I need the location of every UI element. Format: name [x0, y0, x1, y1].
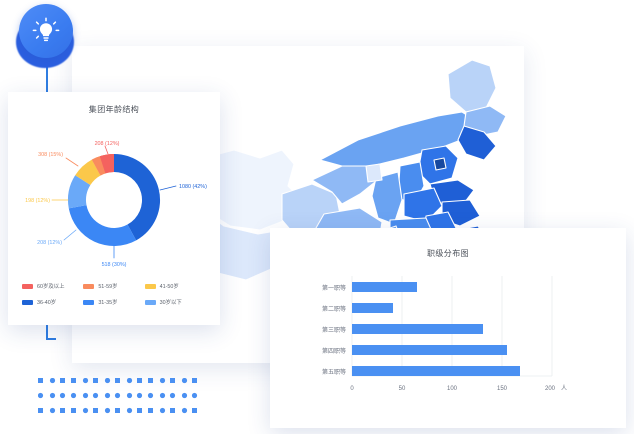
bar-category-label-4: 第四职等 — [322, 347, 346, 355]
leader-line-upper-left — [65, 157, 79, 167]
legend-label: 51-59岁 — [98, 284, 118, 290]
donut-label-bottom: 518 (30%) — [102, 262, 127, 268]
lightbulb-icon — [32, 17, 60, 42]
donut-label-right: 1080 (42%) — [179, 184, 207, 190]
bar-rank-4[interactable] — [352, 345, 507, 355]
legend-label: 30岁以下 — [159, 300, 182, 306]
legend-label: 60岁及以上 — [37, 284, 65, 290]
leader-line-top — [104, 145, 109, 155]
bar-rank-1[interactable] — [352, 282, 417, 292]
bar-category-label-1: 第一职等 — [322, 284, 346, 292]
rank-chart-title: 职级分布图 — [427, 249, 469, 258]
donut-slice-31-35 — [68, 205, 137, 247]
donut-slice-36-40 — [114, 153, 161, 241]
xtick-50: 50 — [399, 386, 406, 392]
age-legend: 60岁及以上 51-59岁 41-50岁 36-40岁 31-35岁 30岁以下 — [22, 282, 206, 314]
legend-swatch-icon — [22, 299, 33, 305]
donut-label-upper-left: 308 (15%) — [38, 152, 63, 158]
legend-swatch-icon — [144, 299, 156, 305]
bar-rank-3[interactable] — [352, 324, 483, 334]
rank-distribution-card: 职级分布图 第一职等 第二 — [270, 228, 626, 428]
donut-svg: 208 (12%) 308 (15%) 198 (12%) 208 (12%) … — [25, 141, 207, 268]
legend-swatch-icon — [144, 283, 156, 289]
lightbulb-badge — [10, 2, 80, 70]
badge-circle — [19, 4, 73, 58]
legend-swatch-icon — [83, 299, 95, 305]
bar-category-label-5: 第五职等 — [322, 368, 346, 376]
leader-line-lower-left — [63, 229, 77, 241]
dot-grid-svg — [37, 377, 198, 414]
x-axis-unit-label: 人 — [561, 385, 567, 392]
donut-slice-60-plus-b — [99, 154, 114, 174]
bar-chart-svg: 第一职等 第二职等 第三职等 第四职等 第五职等 0 50 100 150 20… — [322, 276, 567, 392]
donut-label-top: 208 (12%) — [95, 141, 120, 147]
donut-slice-41-50 — [75, 159, 101, 185]
legend-label: 41-50岁 — [159, 284, 179, 290]
xtick-100: 100 — [447, 386, 458, 392]
xtick-200: 200 — [545, 386, 556, 392]
age-chart-title: 集团年龄结构 — [88, 105, 140, 114]
donut-slice-under-30 — [68, 175, 91, 209]
bar-category-label-2: 第二职等 — [322, 305, 346, 313]
legend-item-36-40[interactable]: 36-40岁 — [22, 298, 83, 306]
legend-item-51-59[interactable]: 51-59岁 — [83, 282, 144, 290]
legend-label: 31-35岁 — [98, 300, 118, 306]
legend-item-under-30[interactable]: 30岁以下 — [144, 298, 206, 306]
rank-bar-chart: 第一职等 第二职等 第三职等 第四职等 第五职等 0 50 100 150 20… — [270, 268, 626, 418]
dot-grid-decoration — [37, 377, 198, 433]
age-structure-card: 集团年龄结构 — [8, 92, 220, 325]
decorative-frame-foot — [46, 338, 56, 340]
bar-rank-5[interactable] — [352, 366, 520, 376]
legend-item-31-35[interactable]: 31-35岁 — [83, 298, 144, 306]
legend-item-41-50[interactable]: 41-50岁 — [144, 282, 206, 290]
legend-swatch-icon — [22, 283, 33, 289]
xtick-0: 0 — [350, 386, 354, 392]
legend-item-60-plus[interactable]: 60岁及以上 — [22, 282, 83, 290]
age-donut-chart: 208 (12%) 308 (15%) 198 (12%) 208 (12%) … — [8, 118, 220, 278]
xtick-150: 150 — [497, 386, 508, 392]
donut-label-lower-left: 208 (12%) — [37, 240, 62, 246]
legend-label: 36-40岁 — [37, 300, 57, 306]
donut-label-left: 198 (12%) — [25, 198, 50, 204]
leader-line-right — [159, 185, 177, 191]
bar-category-label-3: 第三职等 — [322, 326, 346, 334]
bar-rank-2[interactable] — [352, 303, 393, 313]
legend-swatch-icon — [83, 283, 95, 289]
